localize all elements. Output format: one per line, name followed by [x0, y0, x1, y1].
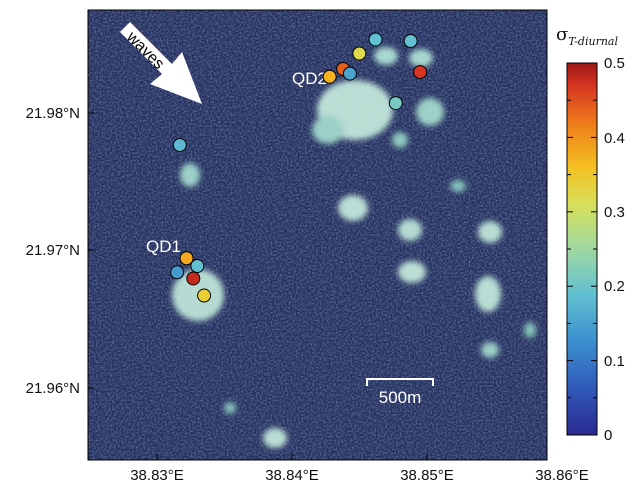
colorbar-title-subscript: T-diurnal — [568, 35, 618, 48]
x-axis: 38.83°E 38.84°E 38.85°E 38.86°E — [130, 454, 589, 484]
data-point — [413, 65, 428, 80]
colorbar-tick-label: 0.1 — [604, 353, 625, 370]
x-tick-label: 38.83°E — [130, 467, 184, 484]
x-tick-label: 38.84°E — [265, 467, 319, 484]
data-point — [368, 32, 383, 47]
colorbar-title: σT-diurnal — [556, 24, 618, 48]
data-point — [342, 66, 357, 81]
qd1-label: QD1 — [146, 237, 181, 256]
colorbar-tick-label: 0.5 — [604, 55, 625, 72]
data-point — [322, 69, 337, 84]
scale-bar: 500m — [366, 378, 434, 407]
x-tick-label: 38.85°E — [400, 467, 454, 484]
data-point — [197, 288, 212, 303]
data-point — [388, 96, 403, 111]
data-point — [186, 271, 201, 286]
y-tick-label: 21.97°N — [26, 242, 80, 259]
x-tick-label: 38.86°E — [535, 467, 589, 484]
data-points — [170, 32, 428, 303]
y-tick-label: 21.96°N — [26, 380, 80, 397]
scale-bar-label: 500m — [379, 388, 422, 407]
colorbar-tick-label: 0.3 — [604, 204, 625, 221]
data-point — [403, 34, 418, 49]
colorbar-tick-label: 0 — [604, 427, 612, 444]
y-tick-label: 21.98°N — [26, 105, 80, 122]
data-point — [179, 251, 194, 266]
colorbar-tick-label: 0.4 — [604, 130, 625, 147]
colorbar-title-symbol: σ — [556, 24, 568, 45]
data-point — [170, 265, 185, 280]
colorbar: σT-diurnal 0.5 0.4 0.3 0.2 0.1 0 — [556, 24, 625, 444]
y-axis: 21.98°N 21.97°N 21.96°N — [26, 105, 94, 397]
colorbar-tick-label: 0.2 — [604, 278, 625, 295]
data-point — [172, 138, 187, 152]
qd2-label: QD2 — [292, 69, 327, 88]
data-point — [352, 46, 367, 61]
data-point — [190, 259, 205, 274]
